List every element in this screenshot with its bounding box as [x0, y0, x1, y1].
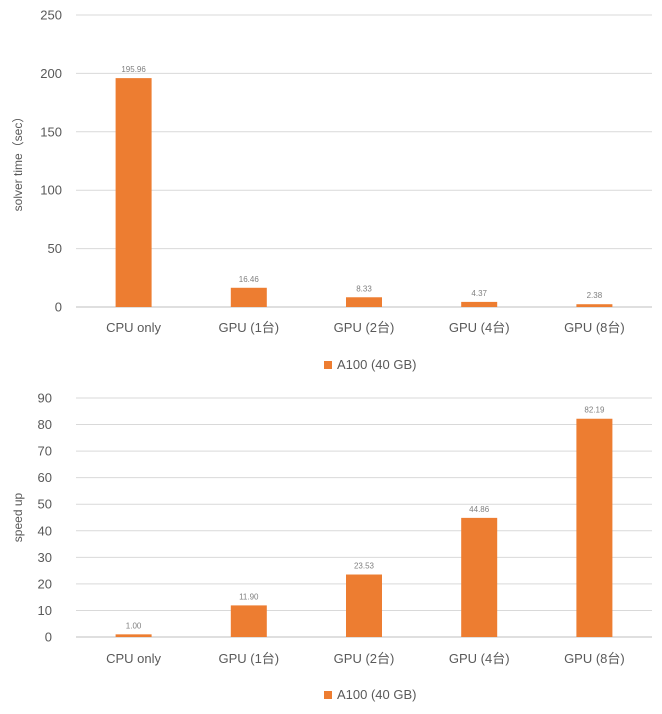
bar — [461, 517, 498, 637]
bar — [115, 78, 152, 308]
y-tick-label: 150 — [40, 124, 62, 139]
y-tick-label: 60 — [38, 470, 52, 485]
category-label: CPU only — [106, 320, 161, 335]
data-label: 16.46 — [239, 275, 260, 284]
category-label: GPU (4台) — [449, 651, 510, 666]
y-axis-label: speed up — [11, 492, 25, 542]
data-label: 82.19 — [584, 406, 605, 415]
bar — [230, 287, 267, 307]
category-label: GPU (8台) — [564, 320, 625, 335]
y-tick-label: 90 — [38, 391, 52, 406]
category-label: GPU (1台) — [218, 320, 279, 335]
bar — [346, 297, 382, 307]
legend: A100 (40 GB) — [324, 687, 417, 702]
data-label: 1.00 — [126, 621, 142, 630]
y-tick-label: 0 — [45, 630, 52, 645]
legend: A100 (40 GB) — [324, 357, 417, 372]
y-tick-label: 200 — [40, 66, 62, 81]
legend-label: A100 (40 GB) — [337, 687, 417, 702]
bar — [115, 634, 152, 637]
legend-label: A100 (40 GB) — [337, 357, 417, 372]
y-axis-label: solver time（sec） — [11, 111, 25, 212]
bar — [230, 605, 267, 637]
y-tick-label: 40 — [38, 523, 52, 538]
y-tick-label: 20 — [38, 576, 52, 591]
bar — [461, 301, 498, 307]
bar — [576, 418, 613, 637]
category-label: CPU only — [106, 651, 161, 666]
data-label: 2.38 — [587, 291, 603, 300]
solver-time-chart: 0 50 100 150 200 250 solver time（sec） 195.96 CPU… — [11, 8, 652, 372]
data-label: 195.96 — [121, 65, 146, 74]
category-label: GPU (1台) — [218, 651, 279, 666]
category-label: GPU (4台) — [449, 320, 510, 335]
speed-up-chart: 0 10 20 30 40 50 60 70 80 90 speed up 1.00 CPU only 1… — [11, 391, 652, 702]
y-tick-label: 50 — [48, 241, 62, 256]
y-tick-label: 250 — [40, 8, 62, 23]
bar — [346, 574, 382, 637]
y-tick-label: 70 — [38, 444, 52, 459]
data-label: 8.33 — [356, 284, 372, 293]
y-tick-label: 0 — [55, 300, 62, 315]
y-tick-label: 50 — [38, 497, 52, 512]
bar — [576, 304, 613, 307]
y-tick-label: 100 — [40, 183, 62, 198]
legend-swatch — [324, 361, 332, 369]
data-label: 4.37 — [471, 289, 487, 298]
category-label: GPU (2台) — [334, 651, 395, 666]
data-label: 11.90 — [239, 592, 259, 601]
legend-swatch — [324, 691, 332, 699]
category-label: GPU (8台) — [564, 651, 625, 666]
y-tick-label: 80 — [38, 417, 52, 432]
y-tick-label: 30 — [38, 550, 52, 565]
y-tick-label: 10 — [38, 603, 52, 618]
data-label: 44.86 — [469, 505, 490, 514]
data-label: 23.53 — [354, 562, 375, 571]
category-label: GPU (2台) — [334, 320, 395, 335]
